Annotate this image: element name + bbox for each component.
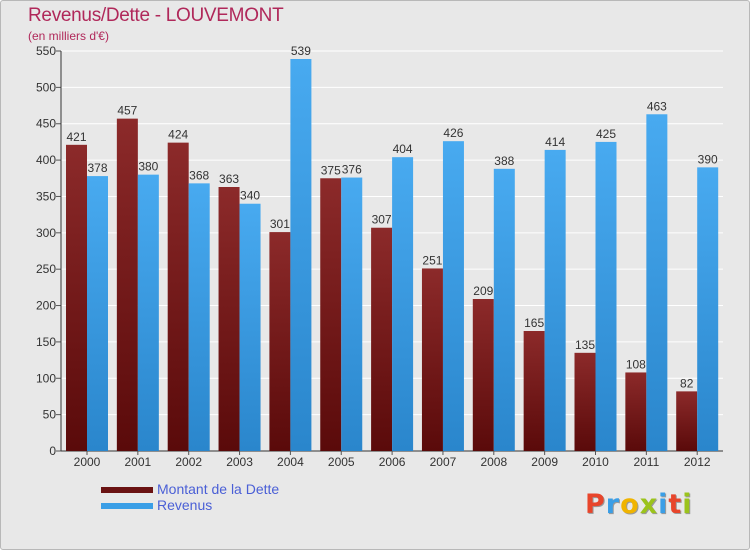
logo-letter: r <box>605 489 621 520</box>
y-tick-label: 0 <box>49 444 56 458</box>
data-label-debt: 251 <box>422 253 442 267</box>
bar-revenue <box>544 149 566 451</box>
bar-revenue <box>595 141 617 451</box>
x-tick-label: 2001 <box>124 455 151 469</box>
bar-revenue <box>137 174 159 452</box>
bar-debt <box>116 118 138 452</box>
bar-revenue <box>239 203 261 451</box>
data-label-revenue: 404 <box>393 142 413 156</box>
bar-debt <box>218 187 240 451</box>
x-tick-label: 2007 <box>430 455 457 469</box>
data-label-debt: 457 <box>117 104 137 118</box>
y-tick-label: 100 <box>36 371 56 385</box>
x-tick-label: 2002 <box>175 455 202 469</box>
bar-revenue <box>646 114 668 451</box>
data-label-debt: 108 <box>626 357 646 371</box>
data-label-debt: 135 <box>575 338 595 352</box>
y-tick-label: 550 <box>36 44 56 58</box>
bar-debt <box>320 178 342 452</box>
bar-debt <box>66 144 87 451</box>
bar-revenue <box>341 177 363 451</box>
data-label-debt: 421 <box>66 130 86 144</box>
x-tick-label: 2003 <box>226 455 253 469</box>
bar-debt <box>167 142 189 452</box>
data-label-revenue: 425 <box>596 127 616 141</box>
data-label-revenue: 539 <box>291 44 311 58</box>
bar-debt <box>371 227 393 451</box>
bar-revenue <box>697 167 719 451</box>
y-tick-label: 350 <box>36 189 56 203</box>
data-label-revenue: 380 <box>138 160 158 174</box>
legend-swatch-debt <box>101 487 153 493</box>
data-label-debt: 165 <box>524 316 544 330</box>
data-label-revenue: 368 <box>189 168 209 182</box>
x-tick-label: 2006 <box>379 455 406 469</box>
data-label-revenue: 463 <box>647 99 667 113</box>
bar-revenue <box>442 141 464 451</box>
data-label-revenue: 390 <box>698 152 718 166</box>
x-tick-label: 2000 <box>74 455 101 469</box>
x-tick-label: 2004 <box>277 455 304 469</box>
y-tick-label: 400 <box>36 153 56 167</box>
data-label-debt: 82 <box>680 376 694 390</box>
chart-title: Revenus/Dette - LOUVEMONT <box>28 5 284 26</box>
y-tick-label: 450 <box>36 117 56 131</box>
y-tick-label: 500 <box>36 80 56 94</box>
data-label-debt: 209 <box>473 284 493 298</box>
y-tick-label: 150 <box>36 335 56 349</box>
x-tick-label: 2011 <box>633 455 659 469</box>
logo-letter: i <box>658 489 669 520</box>
logo-letter: x <box>639 489 659 520</box>
data-label-revenue: 426 <box>443 126 463 140</box>
data-label-debt: 301 <box>270 217 290 231</box>
logo-letter: P <box>585 489 606 520</box>
legend-label-debt: Montant de la Dette <box>157 481 280 497</box>
data-label-revenue: 414 <box>545 135 565 149</box>
legend-swatch-revenue <box>101 503 153 509</box>
bar-debt <box>625 372 647 451</box>
data-label-revenue: 340 <box>240 189 260 203</box>
bar-revenue <box>290 59 312 451</box>
logo-letter: o <box>620 489 640 520</box>
x-tick-label: 2005 <box>328 455 355 469</box>
bar-revenue <box>493 168 515 451</box>
bar-debt <box>523 331 545 451</box>
bar-revenue <box>87 176 108 451</box>
legend-label-revenue: Revenus <box>157 497 213 513</box>
bar-revenue <box>392 157 414 451</box>
data-label-debt: 375 <box>321 163 341 177</box>
data-label-debt: 424 <box>168 128 188 142</box>
logo-letter: t <box>668 489 683 520</box>
data-label-debt: 307 <box>372 213 392 227</box>
chart-subtitle: (en milliers d'€) <box>28 29 109 43</box>
bar-debt <box>421 268 443 451</box>
bar-revenue <box>188 183 210 451</box>
bar-debt <box>574 352 596 451</box>
data-label-revenue: 376 <box>342 163 362 177</box>
x-tick-label: 2008 <box>480 455 507 469</box>
data-label-debt: 363 <box>219 172 239 186</box>
bar-debt <box>676 391 698 451</box>
y-tick-label: 250 <box>36 262 56 276</box>
y-tick-label: 50 <box>43 408 57 422</box>
data-label-revenue: 388 <box>494 154 514 168</box>
data-label-revenue: 378 <box>87 161 107 175</box>
bar-debt <box>269 232 291 451</box>
logo-letter: i <box>682 489 693 520</box>
y-tick-label: 300 <box>36 226 56 240</box>
y-tick-label: 200 <box>36 299 56 313</box>
x-tick-label: 2009 <box>531 455 558 469</box>
x-tick-label: 2010 <box>582 455 609 469</box>
proxiti-logo: Proxiti <box>585 489 693 520</box>
x-tick-label: 2012 <box>684 455 711 469</box>
bar-debt <box>472 299 494 451</box>
